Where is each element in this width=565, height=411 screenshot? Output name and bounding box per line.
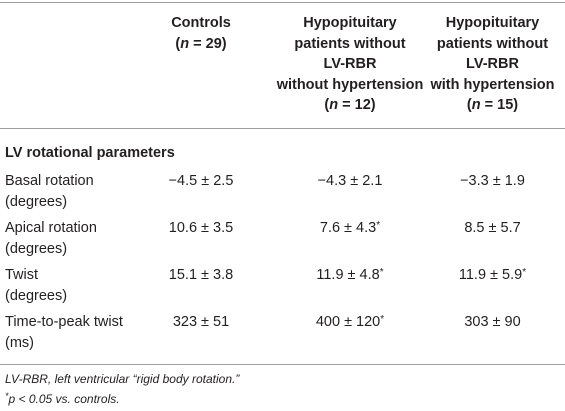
cell-without-htn: 11.9 ± 4.8*	[316, 267, 384, 283]
cell-without-htn: 400 ± 120*	[315, 314, 385, 330]
header-group-with-hypertension: Hypopituitary patients without LV-RBR wi…	[420, 13, 565, 116]
header-line: patients without	[436, 35, 549, 52]
footnote-abbreviation: LV-RBR, left ventricular “rigid body rot…	[5, 372, 240, 386]
cell-controls: 10.6 ± 3.5	[168, 220, 234, 236]
cell-controls: −4.5 ± 2.5	[168, 173, 234, 189]
table-row: Twist (degrees) 15.1 ± 3.8 11.9 ± 4.8* 11…	[0, 265, 565, 309]
cell-with-htn: 8.5 ± 5.7	[464, 220, 521, 236]
cell-controls: 15.1 ± 3.8	[168, 267, 234, 283]
row-label: Basal rotation (degrees)	[5, 173, 94, 210]
header-n: (n = 12)	[324, 97, 376, 114]
cell-controls: 323 ± 51	[172, 314, 230, 330]
row-label: Apical rotation (degrees)	[5, 220, 97, 257]
header-rule	[0, 128, 565, 129]
header-line: LV-RBR	[466, 56, 519, 73]
header-line: without hypertension	[276, 76, 424, 93]
table-row: Apical rotation (degrees) 10.6 ± 3.5 7.6 …	[0, 218, 565, 262]
header-n: (n = 15)	[466, 97, 519, 114]
row-label: Twist (degrees)	[5, 267, 68, 304]
table-row: Basal rotation (degrees) −4.5 ± 2.5 −4.3 …	[0, 171, 565, 215]
header-controls: Controls (n = 29)	[142, 13, 260, 54]
header-controls-n: (n = 29)	[175, 35, 227, 52]
top-rule	[0, 2, 565, 3]
header-controls-title: Controls	[171, 15, 231, 31]
row-label: Time-to-peak twist (ms)	[5, 314, 123, 351]
bottom-rule	[0, 364, 565, 365]
cell-with-htn: −3.3 ± 1.9	[460, 173, 525, 189]
cell-with-htn: 303 ± 90	[464, 314, 521, 330]
table-row: Time-to-peak twist (ms) 323 ± 51 400 ± 12…	[0, 312, 565, 356]
section-title: LV rotational parameters	[5, 145, 175, 161]
header-group-without-hypertension: Hypopituitary patients without LV-RBR wi…	[270, 13, 430, 116]
header-line: patients without	[294, 35, 406, 52]
cell-without-htn: −4.3 ± 2.1	[317, 173, 383, 189]
header-line: LV-RBR	[323, 56, 377, 73]
header-line: with hypertension	[430, 76, 555, 93]
header-line: Hypopituitary	[303, 15, 397, 31]
cell-without-htn: 7.6 ± 4.3*	[319, 220, 381, 236]
footnote-significance: *p < 0.05 vs. controls.	[5, 391, 120, 407]
header-line: Hypopituitary	[445, 15, 540, 31]
cell-with-htn: 11.9 ± 5.9*	[458, 267, 527, 283]
